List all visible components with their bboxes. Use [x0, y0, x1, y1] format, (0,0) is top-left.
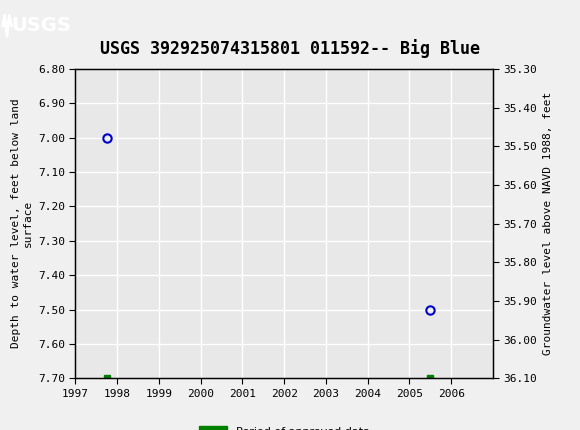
Text: USGS 392925074315801 011592-- Big Blue: USGS 392925074315801 011592-- Big Blue [100, 39, 480, 58]
Text: USGS: USGS [12, 16, 71, 35]
Y-axis label: Groundwater level above NAVD 1988, feet: Groundwater level above NAVD 1988, feet [543, 92, 553, 355]
Legend: Period of approved data: Period of approved data [194, 421, 374, 430]
Y-axis label: Depth to water level, feet below land
surface: Depth to water level, feet below land su… [11, 99, 32, 348]
